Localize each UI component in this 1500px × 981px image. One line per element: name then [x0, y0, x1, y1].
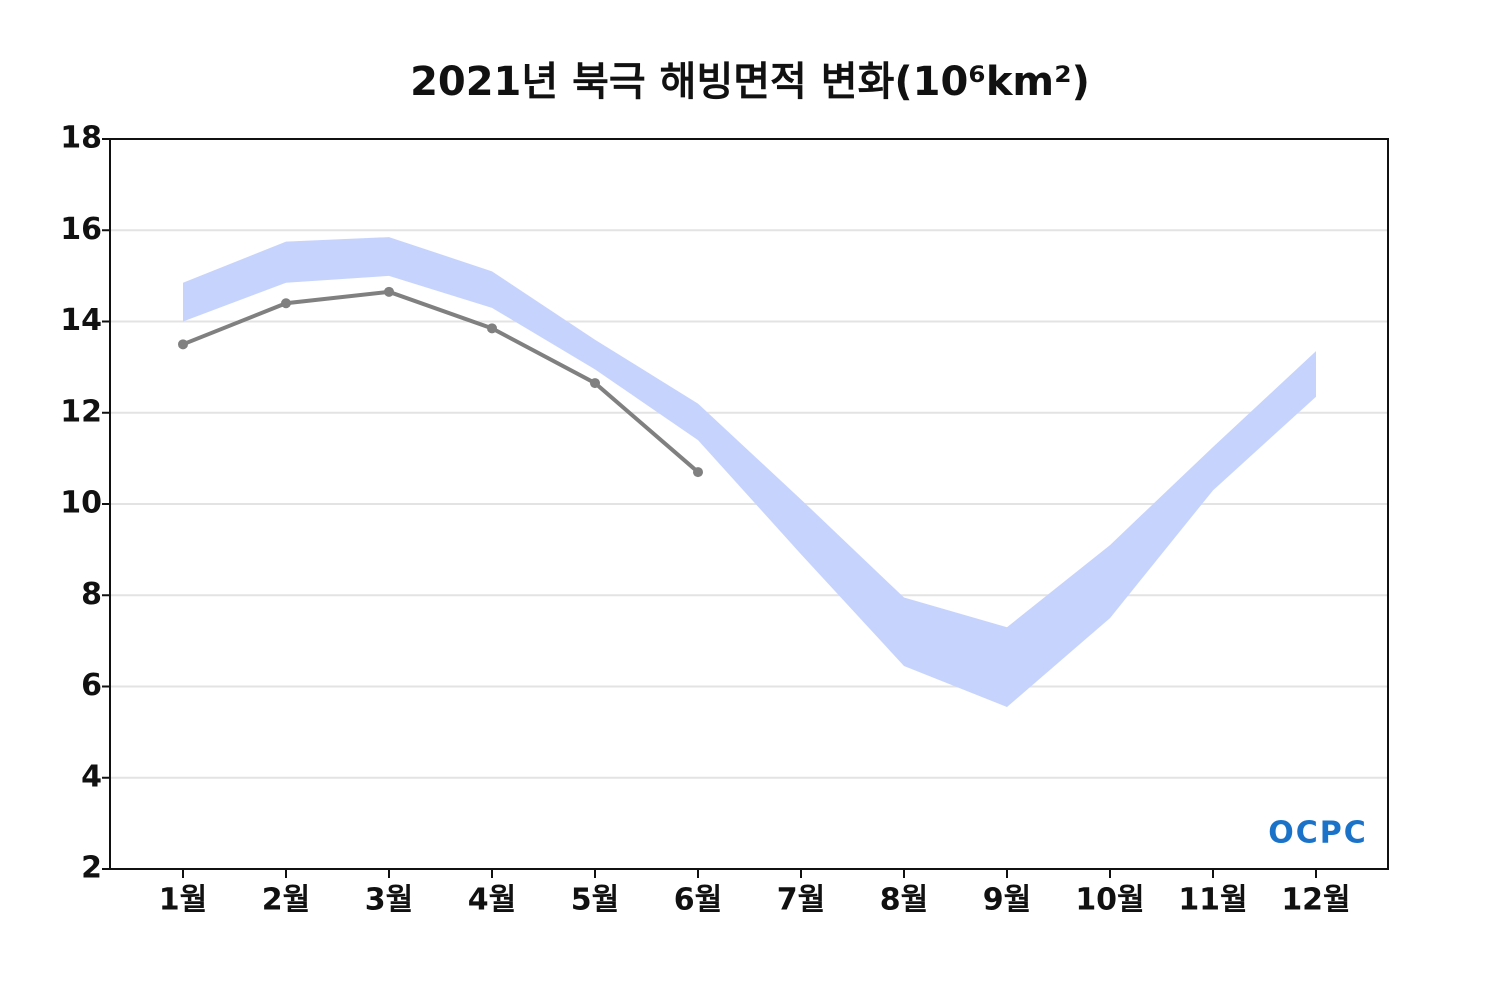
y-tick-label: 8 [81, 577, 102, 612]
y-tick-label: 10 [60, 486, 102, 521]
x-tick-label: 1월 [159, 883, 207, 918]
y-tick-label: 12 [60, 394, 102, 429]
point [487, 323, 497, 334]
y-tick-label: 18 [60, 121, 102, 156]
x-tick-label: 3월 [365, 883, 413, 918]
logo: OCPC [1268, 816, 1368, 851]
x-tick-label: 10월 [1075, 883, 1144, 918]
y-tick-label: 2 [81, 851, 102, 886]
plot-frame [109, 138, 1389, 870]
y-tick-label: 14 [60, 303, 102, 338]
x-tick-label: 11월 [1178, 883, 1247, 918]
x-tick-label: 8월 [880, 883, 928, 918]
point [384, 286, 394, 297]
point [178, 339, 188, 350]
x-tick-label: 12월 [1281, 883, 1350, 918]
point [590, 378, 600, 389]
point [693, 467, 703, 478]
y-tick-label: 4 [81, 759, 102, 794]
chart-title: 2021년 북극 해빙면적 변화(10⁶km²) [410, 59, 1090, 105]
line [182, 289, 700, 474]
band [183, 237, 1316, 708]
x-tick-label: 9월 [983, 883, 1031, 918]
x-tick-label: 5월 [571, 883, 619, 918]
y-tick-label: 16 [60, 212, 102, 247]
x-tick-label: 4월 [468, 883, 516, 918]
x-tick-label: 6월 [674, 883, 722, 918]
x-tick-label: 2월 [262, 883, 310, 918]
point [281, 298, 291, 309]
x-tick-label: 7월 [777, 883, 825, 918]
y-tick-label: 6 [81, 668, 102, 703]
